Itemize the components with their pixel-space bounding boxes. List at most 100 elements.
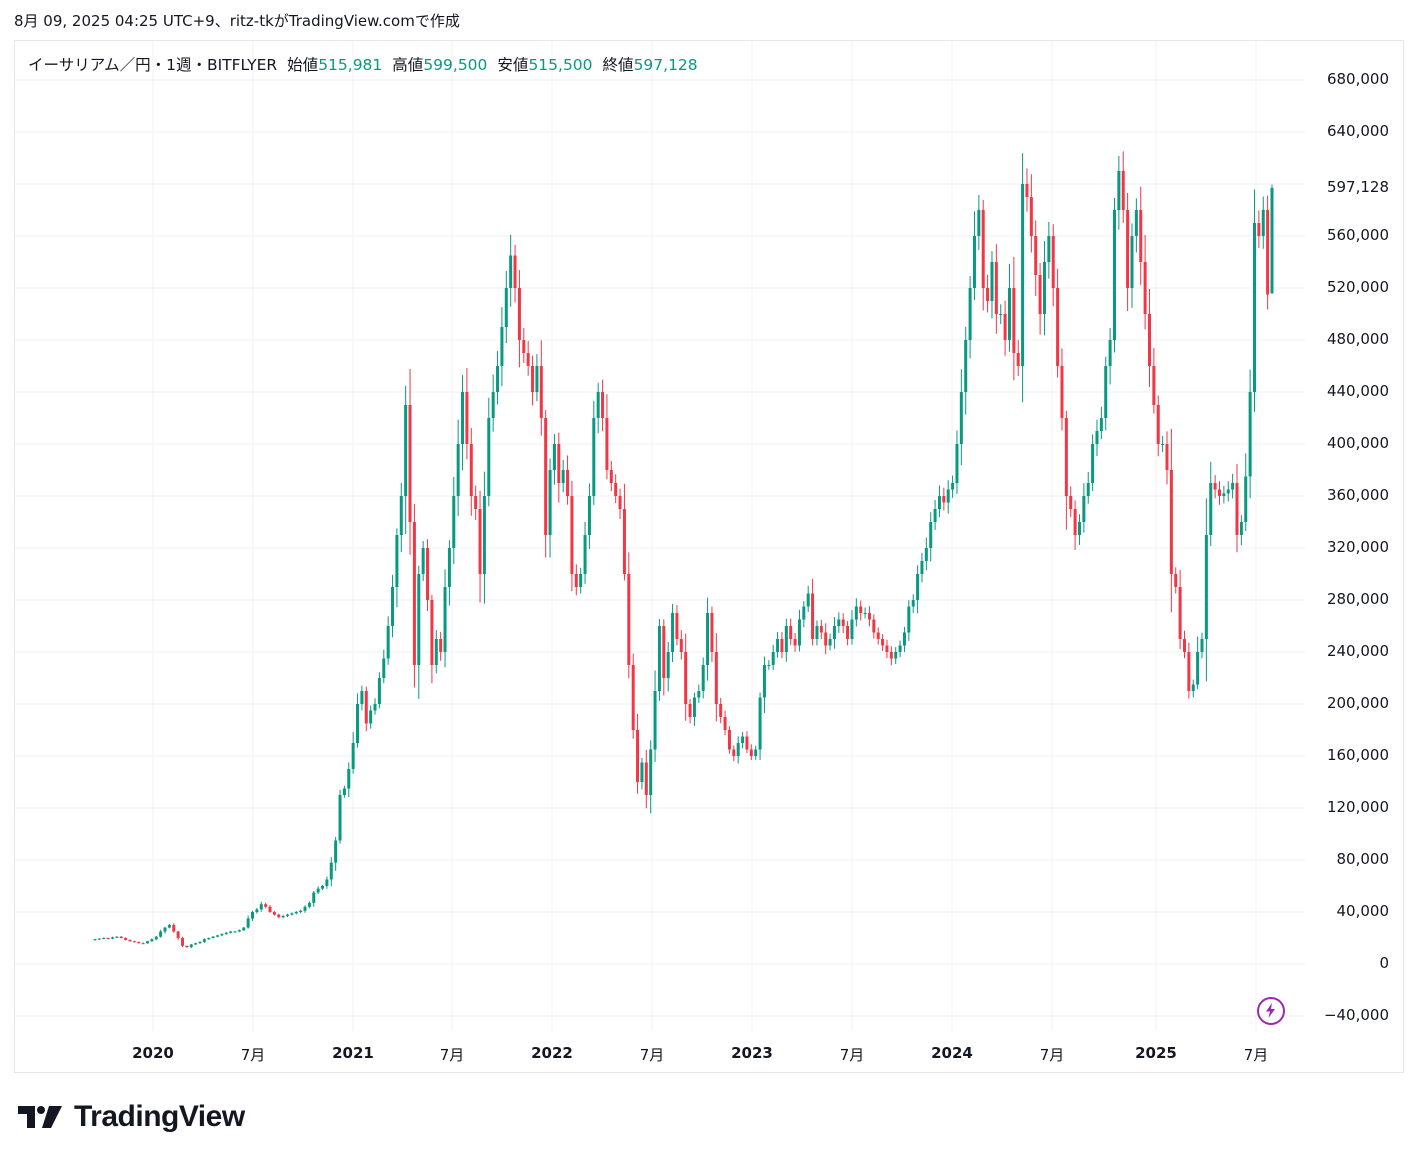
candle	[824, 632, 828, 646]
candle	[461, 392, 465, 444]
candle	[434, 639, 438, 665]
candle	[714, 652, 718, 704]
candle	[342, 788, 346, 795]
ohlc-legend: イーサリアム／円・1週・BITFLYER 始値515,981 高値599,500 安値…	[28, 53, 698, 75]
candle	[587, 496, 591, 535]
candle	[207, 938, 211, 940]
logo-text: TradingView	[74, 1100, 245, 1133]
candle	[811, 593, 815, 639]
candle	[474, 496, 478, 509]
candle	[679, 639, 683, 652]
candle	[251, 912, 255, 919]
candle	[819, 626, 823, 633]
candle	[1038, 275, 1042, 314]
candle	[959, 392, 963, 444]
time-axis-label: 2023	[731, 1044, 773, 1062]
candle	[347, 769, 351, 789]
candle	[150, 939, 154, 942]
time-axis-label: 7月	[639, 1046, 665, 1064]
candle	[789, 626, 793, 639]
candle	[369, 710, 373, 724]
candle	[1064, 418, 1068, 496]
candle	[1156, 405, 1160, 444]
time-axis-label: 2021	[332, 1044, 374, 1062]
candle	[364, 691, 368, 724]
candle	[1182, 639, 1186, 652]
candle	[627, 574, 631, 665]
candle	[872, 619, 876, 633]
candle	[307, 902, 311, 907]
candle	[513, 255, 517, 288]
candle	[93, 939, 97, 941]
candle	[797, 619, 801, 646]
time-axis-label: 2025	[1135, 1044, 1177, 1062]
candle	[741, 736, 745, 743]
candle	[1121, 171, 1125, 210]
open-value: 515,981	[318, 56, 383, 74]
candle	[456, 444, 460, 496]
price-axis-label: 80,000	[1336, 850, 1390, 868]
price-axis-label: 360,000	[1326, 486, 1389, 504]
candle	[124, 938, 128, 940]
candle	[1056, 288, 1060, 366]
candle	[666, 652, 670, 678]
candle	[268, 906, 272, 912]
candle	[951, 483, 955, 490]
candle	[1077, 522, 1081, 535]
candle	[579, 574, 583, 587]
tradingview-logo[interactable]: TradingView	[18, 1100, 245, 1134]
candle	[1134, 210, 1138, 236]
candle	[1143, 262, 1147, 314]
price-axis-label: 560,000	[1326, 226, 1389, 244]
candle	[360, 691, 364, 704]
candle	[106, 938, 110, 939]
candle	[439, 639, 443, 652]
candle	[955, 444, 959, 483]
price-axis-label: 240,000	[1326, 642, 1389, 660]
candle	[929, 522, 933, 548]
candle	[570, 496, 574, 574]
candle	[1117, 171, 1121, 210]
candle	[749, 749, 753, 756]
candle	[968, 288, 972, 340]
candle	[496, 366, 500, 392]
candle	[592, 418, 596, 496]
candle	[784, 626, 788, 652]
candle	[832, 626, 836, 639]
candle	[815, 626, 819, 639]
candle	[920, 561, 924, 574]
candle	[487, 418, 491, 496]
candle	[977, 210, 981, 236]
price-axis-label: 597,128	[1326, 177, 1389, 196]
candle	[1178, 587, 1182, 639]
candle	[767, 665, 771, 666]
candle	[916, 574, 920, 600]
price-axis-label: 640,000	[1326, 122, 1389, 140]
candle	[132, 941, 136, 943]
candle	[137, 941, 141, 944]
candle	[964, 340, 968, 392]
candle	[1095, 431, 1099, 444]
price-axis-label: 0	[1379, 954, 1389, 972]
candle	[697, 691, 701, 698]
candle	[561, 470, 565, 483]
candle	[557, 444, 561, 483]
candle	[299, 910, 303, 912]
candle	[290, 913, 294, 915]
candlestick-plot[interactable]	[15, 41, 1403, 1072]
candle	[216, 935, 220, 937]
candle	[662, 626, 666, 678]
candle	[911, 600, 915, 607]
candle	[609, 470, 613, 483]
lightning-icon[interactable]	[1257, 997, 1285, 1025]
close-value: 597,128	[633, 56, 698, 74]
candle	[649, 749, 653, 795]
candle	[172, 925, 176, 932]
candle	[1226, 489, 1230, 494]
candle	[1261, 210, 1265, 236]
candle	[482, 496, 486, 574]
candle	[281, 915, 285, 918]
candle	[596, 392, 600, 418]
candle	[189, 944, 193, 948]
candle	[552, 444, 556, 470]
